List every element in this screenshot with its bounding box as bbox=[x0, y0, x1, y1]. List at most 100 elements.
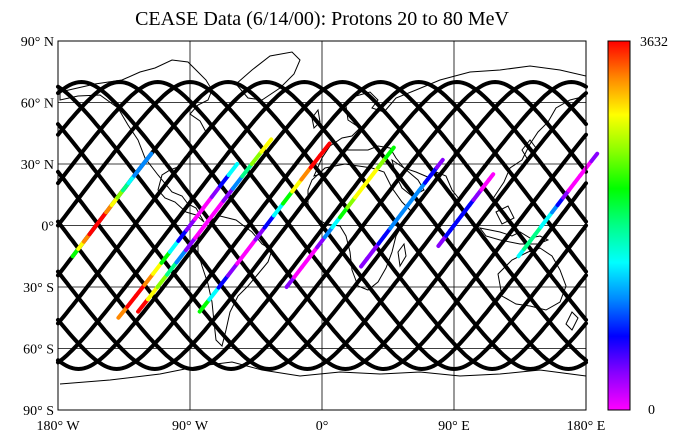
orbit-track-7 bbox=[56, 79, 588, 372]
data-segment-4-10 bbox=[360, 175, 373, 190]
data-segment-4-2 bbox=[299, 255, 312, 270]
data-segment-1-4 bbox=[151, 260, 164, 276]
coastline-borneo bbox=[495, 205, 515, 225]
orbit-track-9 bbox=[56, 79, 588, 372]
orbit-track-5 bbox=[56, 79, 588, 372]
data-segment-3-7 bbox=[262, 213, 276, 230]
data-segment-4-5 bbox=[322, 225, 335, 240]
data-segment-1-12 bbox=[218, 172, 231, 188]
data-segment-3-9 bbox=[281, 189, 295, 206]
coastline-madagascar bbox=[397, 242, 407, 268]
y-tick-label-6: 90° S bbox=[23, 404, 54, 419]
data-segment-5-13 bbox=[434, 157, 445, 170]
data-segment-3-3 bbox=[225, 261, 240, 278]
coastline-new-zealand bbox=[565, 311, 579, 331]
x-tick-label-0: 180° W bbox=[36, 419, 80, 434]
data-segment-4-8 bbox=[345, 195, 358, 210]
colorbar bbox=[607, 40, 631, 411]
orbit-track-12 bbox=[56, 79, 588, 372]
data-segment-1-13 bbox=[226, 162, 240, 177]
data-segment-4-6 bbox=[330, 215, 342, 230]
data-segment-1-0 bbox=[116, 304, 130, 320]
data-segment-3-4 bbox=[235, 249, 249, 266]
data-segment-1-6 bbox=[167, 238, 181, 254]
orbit-track-10 bbox=[56, 79, 588, 372]
data-segment-2-10 bbox=[230, 174, 245, 191]
y-tick-label-5: 60° S bbox=[23, 343, 54, 358]
x-tick-label-1: 90° W bbox=[172, 419, 209, 434]
data-segment-4-11 bbox=[368, 165, 381, 180]
data-segment-1-10 bbox=[201, 194, 214, 210]
orbit-track-4 bbox=[56, 79, 588, 372]
data-segment-2-6 bbox=[193, 223, 207, 240]
coastline-australia bbox=[497, 247, 567, 311]
data-segment-3-5 bbox=[244, 237, 258, 254]
data-segment-1-2 bbox=[133, 282, 147, 298]
x-tick-label-4: 180° E bbox=[567, 419, 606, 434]
data-segment-4-7 bbox=[337, 205, 350, 220]
data-segment-1-7 bbox=[176, 227, 189, 243]
data-segment-3-6 bbox=[253, 225, 267, 242]
coastlines bbox=[59, 51, 587, 385]
data-segment-2-12 bbox=[249, 149, 264, 166]
y-axis-ticks: 90° N 60° N 30° N 0° 30° S 60° S 90° S bbox=[21, 35, 54, 419]
coastline-british-isles bbox=[311, 108, 321, 130]
data-segment-4-13 bbox=[383, 145, 396, 160]
y-tick-label-4: 30° S bbox=[23, 281, 54, 296]
chart-title: CEASE Data (6/14/00): Protons 20 to 80 M… bbox=[135, 8, 509, 30]
data-segment-7-13 bbox=[589, 151, 600, 164]
data-segment-4-1 bbox=[292, 265, 304, 280]
data-segment-6-13 bbox=[487, 172, 496, 182]
data-segment-4-9 bbox=[353, 185, 365, 200]
data-segment-3-0 bbox=[197, 297, 212, 314]
data-segment-3-1 bbox=[207, 285, 221, 302]
coastline-eurasia bbox=[313, 65, 587, 201]
data-segment-0-13 bbox=[143, 151, 154, 164]
orbit-track-13 bbox=[56, 79, 588, 372]
orbit-tracks bbox=[56, 79, 588, 372]
coastline-north-america bbox=[59, 59, 213, 223]
data-segment-3-8 bbox=[271, 201, 286, 218]
y-tick-label-2: 30° N bbox=[21, 158, 54, 173]
data-segment-2-9 bbox=[221, 186, 235, 203]
y-tick-label-0: 90° N bbox=[21, 35, 54, 50]
x-tick-label-3: 90° E bbox=[438, 419, 470, 434]
data-segment-2-13 bbox=[259, 137, 274, 154]
data-segment-1-9 bbox=[193, 205, 206, 221]
orbit-track-0 bbox=[56, 79, 588, 372]
data-segment-4-3 bbox=[307, 245, 320, 260]
data-segment-2-8 bbox=[212, 198, 226, 216]
data-segment-3-2 bbox=[216, 273, 230, 290]
data-segment-3-10 bbox=[290, 177, 304, 194]
coastline-antarctica bbox=[59, 361, 587, 385]
x-tick-label-2: 0° bbox=[316, 419, 329, 434]
orbit-track-11 bbox=[56, 79, 588, 372]
data-segment-3-11 bbox=[299, 165, 313, 182]
data-segment-2-2 bbox=[155, 272, 170, 289]
data-segment-2-7 bbox=[202, 211, 217, 228]
data-segment-4-12 bbox=[376, 155, 388, 170]
data-segment-1-8 bbox=[184, 216, 198, 232]
coastline-south-america bbox=[197, 215, 273, 347]
y-tick-label-1: 60° N bbox=[21, 97, 54, 112]
coastline-greenland bbox=[235, 51, 301, 101]
data-segment-2-5 bbox=[183, 235, 198, 253]
data-segment-2-0 bbox=[136, 297, 150, 314]
colored-data-segments bbox=[70, 137, 600, 320]
data-segment-4-0 bbox=[284, 275, 297, 289]
data-segment-1-5 bbox=[159, 249, 172, 265]
x-axis-ticks: 180° W 90° W 0° 90° E 180° E bbox=[36, 419, 605, 434]
data-segment-2-3 bbox=[165, 260, 179, 277]
colorbar-max-label: 3632 bbox=[640, 35, 668, 50]
data-segment-1-3 bbox=[142, 271, 156, 287]
data-segment-1-1 bbox=[125, 293, 138, 309]
data-segment-3-13 bbox=[318, 141, 332, 158]
data-segment-3-12 bbox=[308, 153, 323, 170]
map-frame bbox=[57, 40, 587, 411]
orbit-track-8 bbox=[56, 79, 588, 372]
data-segment-2-4 bbox=[174, 248, 188, 265]
orbit-track-6 bbox=[56, 79, 588, 372]
orbit-track-2 bbox=[56, 79, 588, 372]
data-segment-2-11 bbox=[240, 162, 254, 179]
